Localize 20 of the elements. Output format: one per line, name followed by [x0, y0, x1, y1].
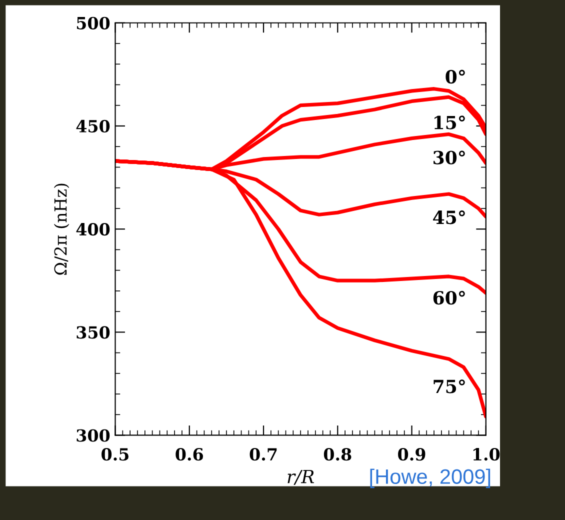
y-tick-label: 350 — [76, 326, 110, 339]
x-tick-label: 0.6 — [176, 448, 203, 461]
series-label: 15° — [434, 116, 465, 130]
series-label: 0° — [446, 70, 465, 84]
x-axis-title: r/R — [288, 470, 314, 485]
x-tick-label: 0.7 — [250, 448, 277, 461]
x-tick-label: 1.0 — [473, 448, 500, 461]
series-label: 30° — [434, 150, 465, 164]
series-label: 60° — [433, 290, 465, 305]
x-tick-label: 0.8 — [324, 448, 352, 461]
x-tick-label: 0.5 — [102, 448, 128, 461]
series-label: 75° — [434, 379, 465, 394]
y-tick-label: 450 — [76, 120, 110, 133]
series-label: 45° — [433, 210, 465, 224]
y-tick-label: 300 — [76, 429, 110, 442]
y-tick-label: 400 — [76, 223, 110, 236]
y-tick-label: 500 — [76, 16, 110, 30]
x-tick-label: 0.9 — [398, 448, 426, 461]
text: [Howe, 2009] — [370, 468, 490, 488]
y-axis-title: Ω/2π (nHz) — [54, 184, 70, 275]
